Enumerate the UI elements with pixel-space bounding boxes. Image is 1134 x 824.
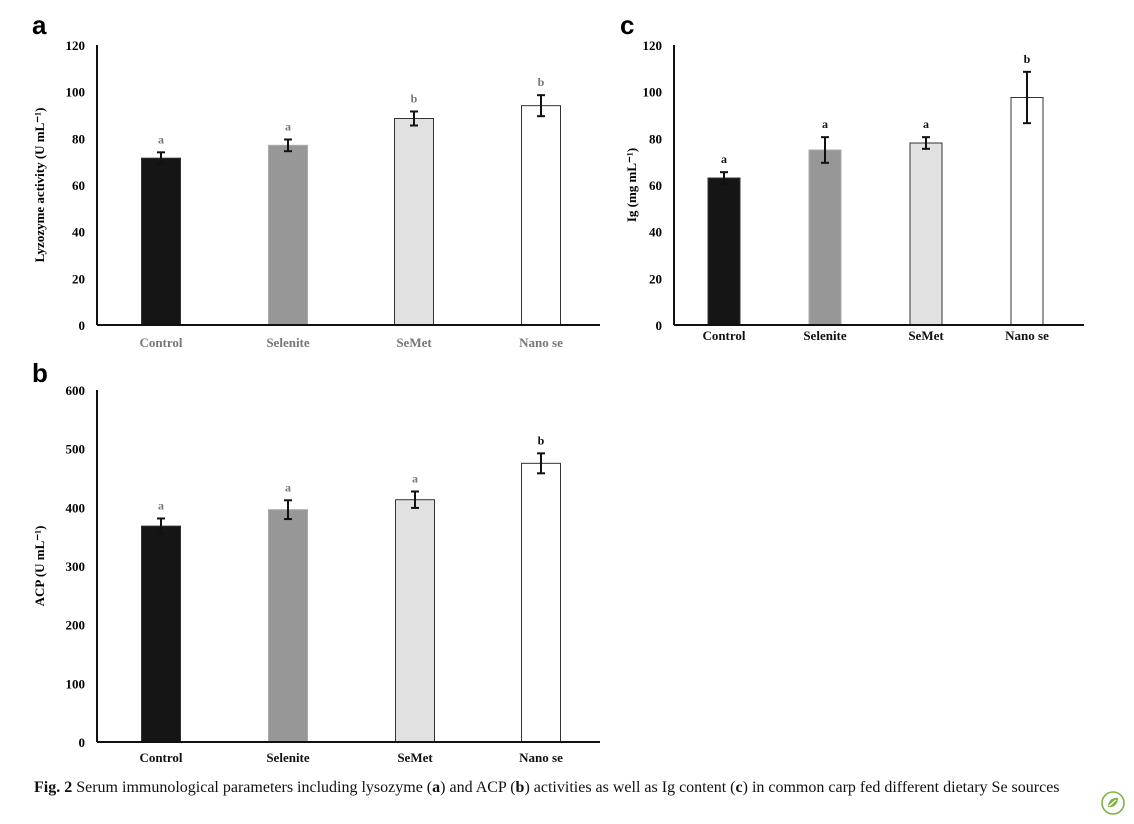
category-label: Control [139,750,182,765]
significance-label: a [923,117,929,131]
category-label: SeMet [397,750,433,765]
category-label: SeMet [396,335,432,350]
significance-label: a [158,498,164,512]
caption-a: a [432,779,441,796]
caption-text: ) in common carp fed different dietary S… [742,779,1060,796]
caption-text: ) and ACP ( [440,779,516,796]
significance-label: a [285,480,291,494]
category-label: Control [139,335,182,350]
bar-selenite [808,149,842,326]
caption-b: b [515,779,525,796]
y-tick-label: 80 [649,131,662,146]
y-tick-label: 80 [72,131,85,146]
y-tick-label: 60 [72,178,85,193]
significance-label: a [822,117,828,131]
significance-label: b [538,75,545,89]
springer-leaf-icon [1101,791,1125,815]
y-tick-label: 300 [66,559,86,574]
y-tick-label: 0 [656,318,663,333]
bar-selenite [268,144,308,326]
y-tick-label: 600 [66,383,86,398]
y-tick-label: 200 [66,618,86,633]
y-axis-label: ACP (U mL⁻¹) [32,526,47,607]
significance-label: a [721,152,727,166]
y-tick-label: 120 [643,38,663,53]
bar-control [141,157,181,326]
caption-c: c [735,779,743,796]
y-axis-label: Ig (mg mL⁻¹) [624,148,639,222]
significance-label: a [158,132,164,146]
bar-control [141,525,181,743]
y-axis-label: Lyzozyme activity (U mL⁻¹) [32,108,47,263]
y-tick-label: 100 [66,85,86,100]
significance-label: b [538,433,545,447]
category-label: Selenite [266,335,310,350]
category-label: SeMet [908,328,944,343]
y-tick-label: 500 [66,442,86,457]
significance-label: a [285,120,291,134]
y-tick-label: 40 [649,225,662,240]
bar-nano-se [521,105,561,326]
panel-label-c: c [620,10,634,40]
figure-caption: Fig. 2 Serum immunological parameters in… [34,778,1094,798]
y-tick-label: 60 [649,178,662,193]
bar-control [707,177,741,326]
y-tick-label: 400 [66,500,86,515]
category-label: Nano se [519,335,563,350]
bar-nano-se [521,462,561,743]
significance-label: b [1024,52,1031,66]
bar-semet [394,118,434,326]
caption-label: Fig. 2 [34,779,73,796]
y-tick-label: 20 [649,271,662,286]
bar-nano-se [1010,97,1044,326]
bar-semet [395,499,435,743]
y-tick-label: 40 [72,225,85,240]
y-tick-label: 100 [643,85,663,100]
category-label: Control [702,328,745,343]
y-tick-label: 120 [66,38,86,53]
category-label: Selenite [266,750,310,765]
y-tick-label: 20 [72,271,85,286]
caption-text: ) activities as well as Ig content ( [524,779,736,796]
y-tick-label: 100 [66,676,86,691]
category-label: Nano se [519,750,563,765]
category-label: Selenite [803,328,847,343]
y-tick-label: 0 [79,735,86,750]
significance-label: a [412,471,418,485]
significance-label: b [411,92,418,106]
panel-label-b: b [32,358,48,388]
bar-selenite [268,509,308,743]
category-label: Nano se [1005,328,1049,343]
y-tick-label: 0 [79,318,86,333]
bar-semet [909,142,943,326]
panel-label-a: a [32,10,47,40]
caption-text: Serum immunological parameters including… [72,779,433,796]
